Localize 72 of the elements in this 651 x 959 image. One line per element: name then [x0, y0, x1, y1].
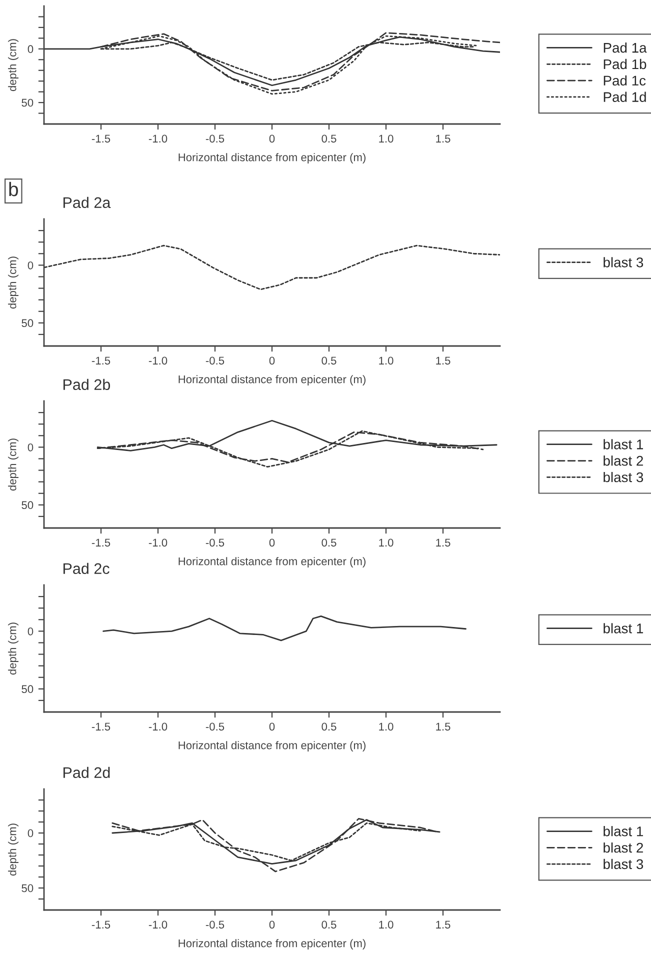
y-tick-label: 0 — [28, 45, 34, 54]
text: b — [9, 182, 18, 196]
legend-label: Pad 1a — [604, 42, 647, 53]
x-tick-label: 0 — [269, 538, 275, 547]
x-tick-label: 1.5 — [436, 134, 450, 143]
legend-label: blast 3 — [604, 257, 644, 268]
x-tick-label: 0.5 — [322, 134, 336, 143]
x-tick-label: -1.5 — [92, 356, 110, 365]
x-tick-label: 1.0 — [379, 134, 394, 143]
y-tick-label: 0 — [28, 443, 34, 452]
y-tick-label: 50 — [22, 884, 34, 892]
legend-label: blast 3 — [604, 858, 644, 870]
chart-title: Pad 2c — [63, 562, 110, 574]
x-tick-label: 1.5 — [436, 538, 450, 547]
x-tick-label: 0.5 — [322, 722, 336, 731]
legend-label: Pad 1d — [604, 92, 646, 102]
x-axis-title: Horizontal distance from epicenter (m) — [178, 939, 366, 950]
x-tick-label: -0.5 — [206, 356, 224, 365]
y-axis-title: depth (cm) — [8, 622, 18, 675]
x-tick-label: 0 — [269, 134, 275, 143]
x-tick-label: 1.0 — [379, 920, 394, 929]
y-tick-label: 50 — [22, 319, 34, 328]
x-tick-label: -1.5 — [92, 722, 110, 731]
x-tick-label: -1.5 — [92, 920, 110, 929]
x-axis-title: Horizontal distance from epicenter (m) — [178, 375, 366, 386]
x-tick-label: -1.0 — [148, 920, 168, 929]
legend-label: Pad 1b — [604, 58, 646, 70]
x-tick-label: 0.5 — [322, 356, 336, 365]
x-tick-label: -1.0 — [148, 134, 168, 143]
y-tick-label: 50 — [22, 501, 34, 510]
x-axis-title: Horizontal distance from epicenter (m) — [178, 741, 366, 752]
legend-label: blast 2 — [604, 842, 643, 853]
x-tick-label: 1.0 — [379, 356, 394, 365]
y-tick-label: 0 — [28, 261, 34, 270]
chart-title: Pad 2a — [63, 196, 111, 208]
x-tick-label: 0 — [269, 920, 275, 929]
x-tick-label: -0.5 — [206, 134, 224, 143]
y-tick-label: 0 — [28, 829, 34, 838]
x-tick-label: 0 — [269, 722, 275, 731]
legend-label: blast 1 — [604, 826, 643, 836]
x-tick-label: 0.5 — [322, 920, 336, 929]
x-tick-label: 1.5 — [436, 920, 450, 929]
y-axis-title: depth (cm) — [8, 438, 18, 491]
x-axis-title: Horizontal distance from epicenter (m) — [178, 557, 366, 568]
x-tick-label: 0.5 — [322, 538, 336, 547]
legend-label: blast 3 — [604, 472, 644, 482]
legend-label: Pad 1c — [604, 75, 646, 86]
x-tick-label: -1.0 — [148, 722, 168, 731]
x-tick-label: 1.0 — [379, 722, 394, 731]
legend-label: blast 2 — [604, 456, 643, 466]
y-tick-label: 50 — [22, 98, 34, 107]
y-tick-label: 50 — [22, 685, 34, 694]
legend-label: blast 1 — [604, 623, 643, 634]
x-tick-label: 1.5 — [436, 356, 450, 365]
y-axis-title: depth (cm) — [8, 256, 18, 309]
x-tick-label: -0.5 — [206, 538, 224, 547]
y-tick-label: 0 — [28, 627, 34, 636]
x-tick-label: -1.5 — [92, 538, 110, 547]
x-tick-label: -1.0 — [148, 356, 168, 365]
x-tick-label: 0 — [269, 356, 275, 365]
x-axis-title: Horizontal distance from epicenter (m) — [178, 153, 366, 164]
chart-title: Pad 2b — [63, 378, 110, 390]
x-tick-label: -1.5 — [92, 134, 110, 143]
x-tick-label: 1.0 — [379, 538, 394, 547]
x-tick-label: 1.5 — [436, 722, 450, 731]
x-tick-label: -1.0 — [148, 538, 168, 547]
x-tick-label: -0.5 — [206, 722, 224, 731]
y-axis-title: depth (cm) — [8, 824, 18, 876]
y-axis-title: depth (cm) — [8, 39, 18, 92]
legend-label: blast 1 — [604, 439, 643, 450]
x-tick-label: -0.5 — [206, 920, 224, 929]
chart-title: Pad 2d — [63, 766, 110, 778]
